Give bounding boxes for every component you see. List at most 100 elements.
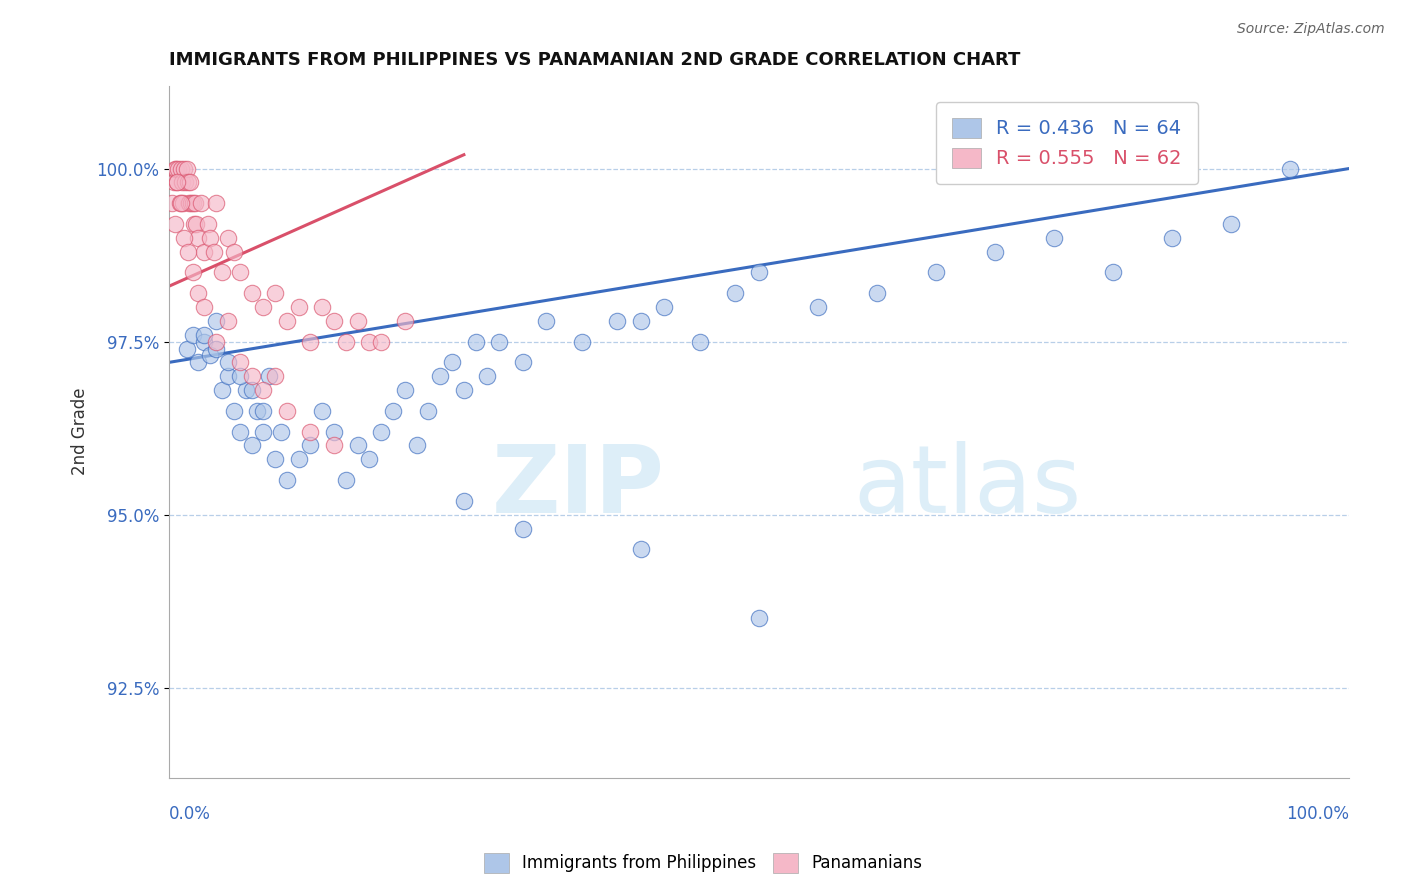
- Point: [240, 438, 263, 452]
- Point: [190, 196, 212, 211]
- Point: [323, 314, 346, 328]
- Point: [162, 196, 184, 211]
- Point: [217, 369, 239, 384]
- Point: [453, 493, 475, 508]
- Point: [193, 300, 215, 314]
- Point: [264, 452, 287, 467]
- Point: [184, 217, 207, 231]
- Point: [630, 542, 652, 557]
- Point: [512, 522, 534, 536]
- Text: IMMIGRANTS FROM PHILIPPINES VS PANAMANIAN 2ND GRADE CORRELATION CHART: IMMIGRANTS FROM PHILIPPINES VS PANAMANIA…: [169, 51, 1021, 69]
- Point: [228, 425, 250, 439]
- Legend: R = 0.436   N = 64, R = 0.555   N = 62: R = 0.436 N = 64, R = 0.555 N = 62: [936, 103, 1198, 184]
- Point: [181, 196, 204, 211]
- Point: [240, 286, 263, 301]
- Text: 0.0%: 0.0%: [169, 805, 211, 823]
- Point: [748, 611, 770, 625]
- Point: [169, 196, 191, 211]
- Point: [382, 404, 405, 418]
- Point: [441, 355, 464, 369]
- Point: [394, 383, 416, 397]
- Point: [689, 334, 711, 349]
- Point: [200, 349, 222, 363]
- Point: [606, 314, 628, 328]
- Point: [276, 473, 298, 487]
- Point: [187, 355, 209, 369]
- Point: [477, 369, 499, 384]
- Point: [165, 161, 187, 176]
- Point: [184, 196, 207, 211]
- Point: [200, 231, 222, 245]
- Point: [925, 265, 948, 279]
- Point: [270, 425, 292, 439]
- Point: [335, 334, 357, 349]
- Text: Source: ZipAtlas.com: Source: ZipAtlas.com: [1237, 22, 1385, 37]
- Point: [187, 286, 209, 301]
- Point: [228, 265, 250, 279]
- Text: 100.0%: 100.0%: [1286, 805, 1348, 823]
- Point: [173, 161, 195, 176]
- Point: [299, 438, 322, 452]
- Point: [807, 300, 830, 314]
- Point: [166, 176, 188, 190]
- Point: [654, 300, 676, 314]
- Point: [193, 327, 215, 342]
- Point: [370, 334, 392, 349]
- Point: [162, 176, 184, 190]
- Point: [211, 265, 233, 279]
- Point: [464, 334, 486, 349]
- Point: [323, 425, 346, 439]
- Point: [176, 161, 198, 176]
- Point: [205, 196, 228, 211]
- Point: [299, 334, 322, 349]
- Point: [630, 314, 652, 328]
- Point: [197, 217, 219, 231]
- Point: [287, 452, 309, 467]
- Legend: Immigrants from Philippines, Panamanians: Immigrants from Philippines, Panamanians: [477, 847, 929, 880]
- Point: [311, 300, 333, 314]
- Point: [276, 404, 298, 418]
- Point: [984, 244, 1007, 259]
- Point: [173, 231, 195, 245]
- Point: [257, 369, 280, 384]
- Point: [1219, 217, 1241, 231]
- Point: [163, 161, 186, 176]
- Point: [177, 196, 200, 211]
- Point: [453, 383, 475, 397]
- Point: [323, 438, 346, 452]
- Point: [202, 244, 225, 259]
- Point: [252, 300, 274, 314]
- Point: [181, 327, 204, 342]
- Point: [217, 231, 239, 245]
- Point: [311, 404, 333, 418]
- Point: [512, 355, 534, 369]
- Point: [359, 452, 381, 467]
- Point: [429, 369, 451, 384]
- Point: [193, 334, 215, 349]
- Point: [488, 334, 510, 349]
- Point: [536, 314, 558, 328]
- Point: [205, 314, 228, 328]
- Point: [174, 176, 197, 190]
- Point: [394, 314, 416, 328]
- Point: [571, 334, 593, 349]
- Point: [179, 176, 201, 190]
- Point: [187, 231, 209, 245]
- Point: [240, 383, 263, 397]
- Point: [183, 217, 205, 231]
- Point: [228, 355, 250, 369]
- Point: [264, 369, 287, 384]
- Point: [748, 265, 770, 279]
- Point: [170, 196, 193, 211]
- Point: [167, 161, 190, 176]
- Point: [1043, 231, 1066, 245]
- Point: [370, 425, 392, 439]
- Point: [359, 334, 381, 349]
- Point: [177, 244, 200, 259]
- Point: [170, 161, 193, 176]
- Point: [252, 425, 274, 439]
- Point: [193, 244, 215, 259]
- Point: [172, 196, 194, 211]
- Point: [222, 404, 245, 418]
- Point: [163, 217, 186, 231]
